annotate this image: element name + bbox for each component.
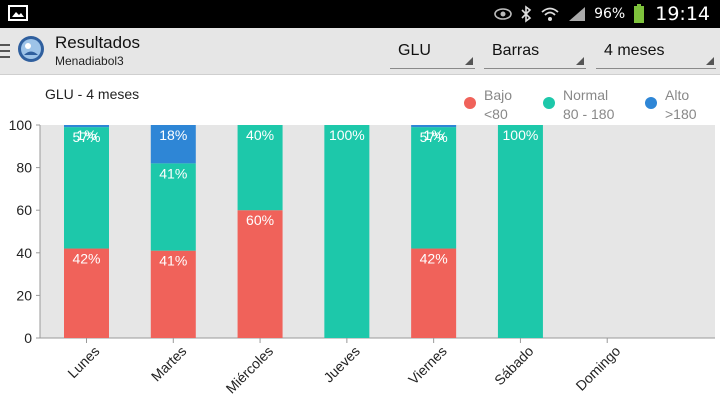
- legend-label: Normal: [563, 87, 608, 103]
- bar-segment-normal: [411, 127, 457, 249]
- legend-label: Alto: [665, 87, 689, 103]
- bar-segment-bajo: [150, 250, 196, 338]
- period-spinner[interactable]: 4 meses: [596, 36, 716, 69]
- bar-segment-alto: [150, 125, 196, 164]
- y-tick-label: 60: [16, 202, 32, 218]
- legend-range: >180: [665, 106, 697, 122]
- bar-data-label: 57%: [420, 129, 448, 145]
- app-title: Resultados: [55, 33, 141, 52]
- legend-marker-normal: [543, 97, 555, 109]
- legend-label: Bajo: [484, 87, 512, 103]
- legend-marker-alto: [645, 97, 657, 109]
- bar-segment-alto: [64, 125, 109, 128]
- y-tick-label: 100: [9, 117, 33, 133]
- app-logo-icon[interactable]: [17, 35, 45, 63]
- period-spinner-value: 4 meses: [604, 42, 665, 59]
- app-subtitle: Menadiabol3: [55, 54, 124, 68]
- bar-data-label: 18%: [159, 127, 187, 143]
- bar-data-label: 42%: [420, 251, 448, 267]
- bar-data-label: 41%: [159, 253, 187, 269]
- dropdown-triangle-icon: [465, 57, 473, 65]
- status-bar: 96% 19:14: [0, 0, 720, 28]
- battery-icon: [634, 4, 645, 23]
- app-bar: [0, 28, 720, 75]
- bar-data-label: 41%: [159, 165, 187, 181]
- bar-data-label: 1%: [424, 127, 444, 143]
- eye-icon: [494, 8, 512, 20]
- x-tick-label: Domingo: [572, 343, 623, 394]
- signal-icon: [569, 7, 586, 21]
- metric-spinner-value: GLU: [398, 42, 431, 59]
- x-tick-label: Sábado: [491, 343, 537, 389]
- y-tick-label: 40: [16, 245, 32, 261]
- y-tick-label: 20: [16, 287, 32, 303]
- bar-data-label: 57%: [72, 129, 100, 145]
- stacked-bar-chart: GLU - 4 meses02040608010042%57%1%Lunes41…: [9, 86, 715, 397]
- chart-area: GLU - 4 meses 0 20 40 60 80 100 42% 57% 1% Lunes 41…: [0, 75, 720, 405]
- chart-type-spinner[interactable]: Barras: [484, 36, 586, 69]
- bar-segment-bajo: [237, 210, 283, 338]
- bar-data-label: 100%: [503, 127, 539, 143]
- chart-type-spinner-value: Barras: [492, 42, 540, 59]
- bar-data-label: 60%: [246, 212, 274, 228]
- y-tick-label: 80: [16, 160, 32, 176]
- metric-spinner[interactable]: GLU: [390, 36, 475, 69]
- bar-data-label: 42%: [72, 251, 100, 267]
- image-notification-icon: [8, 5, 28, 21]
- dropdown-triangle-icon: [706, 57, 714, 65]
- x-tick-label: Lunes: [64, 343, 102, 381]
- bar-segment-alto: [411, 125, 457, 128]
- x-tick-label: Martes: [148, 343, 190, 385]
- legend-range: 80 - 180: [563, 106, 615, 122]
- legend-marker-bajo: [464, 97, 476, 109]
- plot-background: [40, 125, 715, 338]
- bar-segment-bajo: [64, 248, 109, 338]
- bar-segment-normal: [64, 127, 109, 249]
- bar-segment-normal: [150, 163, 196, 251]
- bar-segment-normal: [497, 125, 543, 338]
- battery-percent: 96%: [594, 6, 626, 22]
- menu-icon[interactable]: [0, 42, 10, 60]
- bar-data-label: 40%: [246, 127, 274, 143]
- bar-data-label: 100%: [329, 127, 365, 143]
- chart-title: GLU - 4 meses: [45, 86, 139, 102]
- x-tick-label: Jueves: [320, 343, 363, 386]
- wifi-icon: [541, 7, 559, 21]
- bar-segment-bajo: [411, 248, 457, 338]
- bar-data-label: 1%: [76, 127, 96, 143]
- legend-range: <80: [484, 106, 508, 122]
- x-tick-label: Miércoles: [223, 343, 277, 397]
- bar-segment-normal: [324, 125, 370, 338]
- x-tick-label: Viernes: [405, 343, 450, 388]
- y-tick-label: 0: [24, 330, 32, 346]
- dropdown-triangle-icon: [576, 57, 584, 65]
- bar-segment-normal: [237, 125, 283, 211]
- clock: 19:14: [655, 3, 710, 25]
- bluetooth-icon: [521, 5, 532, 23]
